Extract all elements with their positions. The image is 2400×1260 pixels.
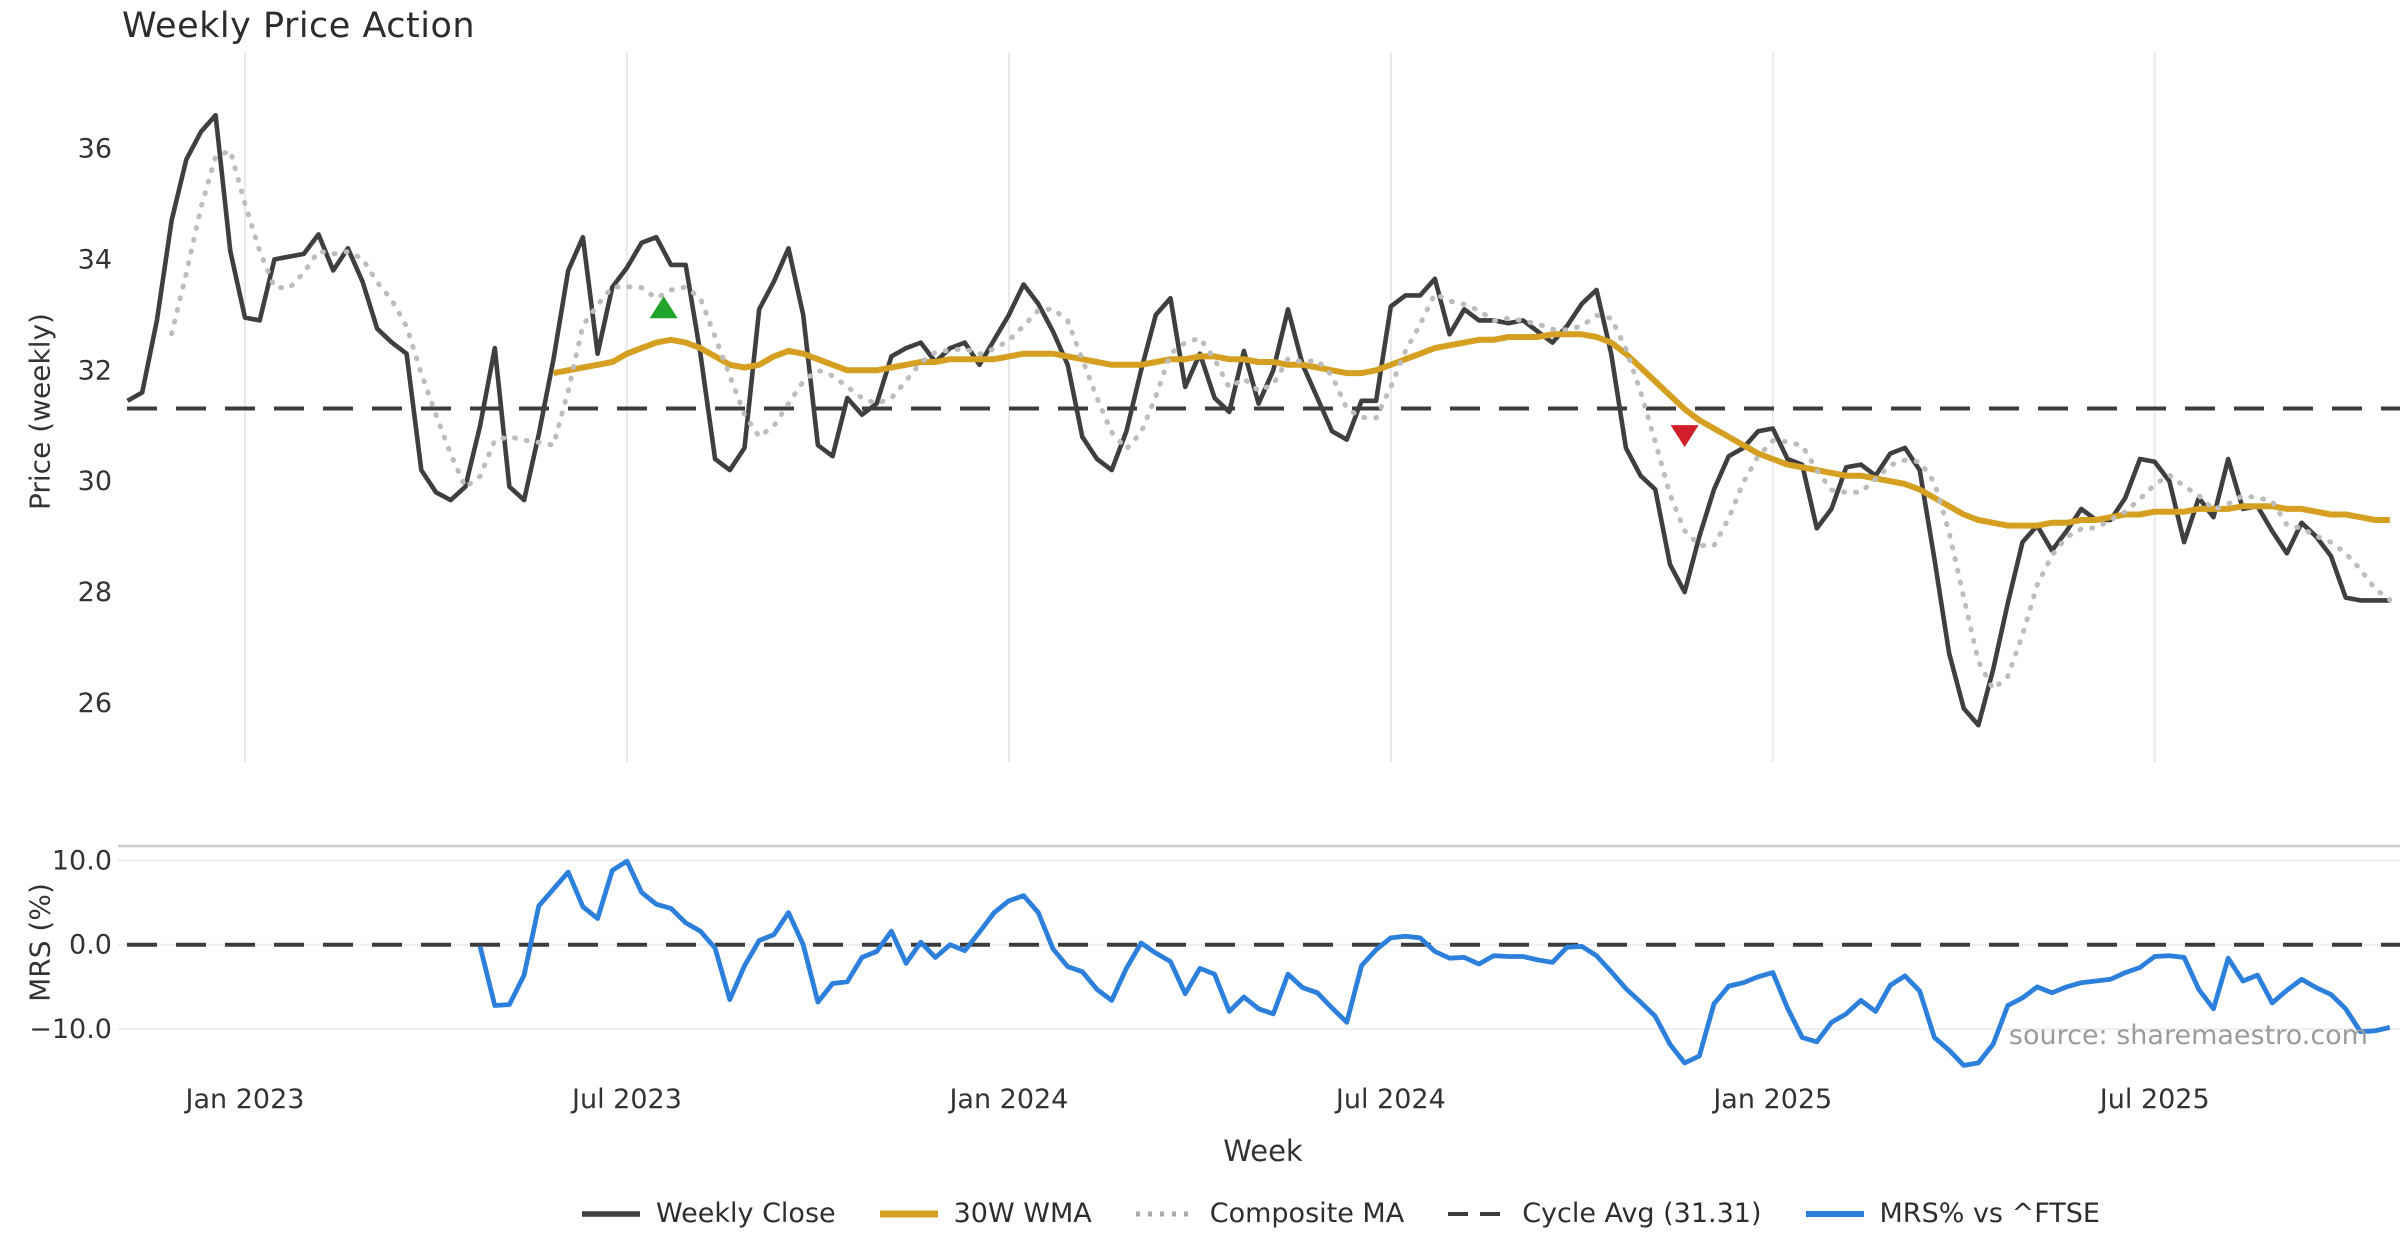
series-30w-wma xyxy=(552,331,2390,529)
dotted-line-swatch-icon xyxy=(1135,1211,1194,1216)
legend-label: Composite MA xyxy=(1209,1198,1405,1229)
sell-signal-marker-icon xyxy=(1670,425,1699,448)
signal-markers-layer xyxy=(649,296,1699,448)
series-composite-ma xyxy=(169,148,2393,692)
chart-legend: Weekly Close 30W WMA Composite MA Cycle … xyxy=(0,1198,2400,1229)
legend-item-weekly-close: Weekly Close xyxy=(580,1198,836,1229)
reference-lines-layer xyxy=(127,406,2400,947)
price-y-tick-label: 36 xyxy=(78,134,112,165)
mrs-y-tick-label: 0.0 xyxy=(69,930,112,961)
x-tick-label: Jul 2025 xyxy=(2098,1084,2210,1115)
price-y-tick-label: 28 xyxy=(78,577,112,608)
legend-label: Weekly Close xyxy=(656,1198,836,1229)
source-attribution: source: sharemaestro.com xyxy=(2008,1020,2368,1051)
tick-labels-layer: 36 34 32 30 28 26 10.0 0.0 −10.0 Jan 2023 Jul 2023… xyxy=(29,134,2209,1116)
wma-line-swatch-icon xyxy=(879,1210,938,1217)
legend-item-composite-ma: Composite MA xyxy=(1134,1198,1404,1229)
legend-item-cycle-avg: Cycle Avg (31.31) xyxy=(1446,1198,1762,1229)
legend-item-mrs: MRS% vs ^FTSE xyxy=(1804,1198,2100,1229)
mrs-axis-label: MRS (%) xyxy=(23,883,57,1002)
series-weekly-close xyxy=(126,112,2390,728)
weekly-close-line-swatch-icon xyxy=(582,1210,641,1217)
legend-item-30w-wma: 30W WMA xyxy=(878,1198,1092,1229)
price-y-tick-label: 34 xyxy=(78,244,112,275)
legend-label: 30W WMA xyxy=(953,1198,1092,1229)
x-tick-label: Jan 2023 xyxy=(184,1084,305,1115)
x-tick-label: Jul 2024 xyxy=(1334,1084,1446,1115)
buy-signal-marker-icon xyxy=(649,296,678,319)
series-mrs-vs-ftse xyxy=(477,858,2391,1068)
price-y-tick-label: 30 xyxy=(78,466,112,497)
dashed-line-swatch-icon xyxy=(1448,1211,1507,1216)
legend-label: MRS% vs ^FTSE xyxy=(1879,1198,2100,1229)
x-tick-label: Jan 2024 xyxy=(947,1084,1068,1115)
mrs-y-tick-label: −10.0 xyxy=(29,1014,112,1045)
price-y-tick-label: 32 xyxy=(78,355,112,386)
legend-label: Cycle Avg (31.31) xyxy=(1522,1198,1762,1229)
series-layer xyxy=(126,112,2393,1068)
page-title: Weekly Price Action xyxy=(122,6,476,46)
x-axis-label: Week xyxy=(1223,1134,1303,1168)
x-tick-label: Jul 2023 xyxy=(570,1084,682,1115)
price-axis-label: Price (weekly) xyxy=(23,313,57,510)
x-tick-label: Jan 2025 xyxy=(1711,1084,1832,1115)
price-y-tick-label: 26 xyxy=(78,688,112,719)
mrs-y-tick-label: 10.0 xyxy=(52,845,112,876)
mrs-line-swatch-icon xyxy=(1805,1210,1864,1217)
